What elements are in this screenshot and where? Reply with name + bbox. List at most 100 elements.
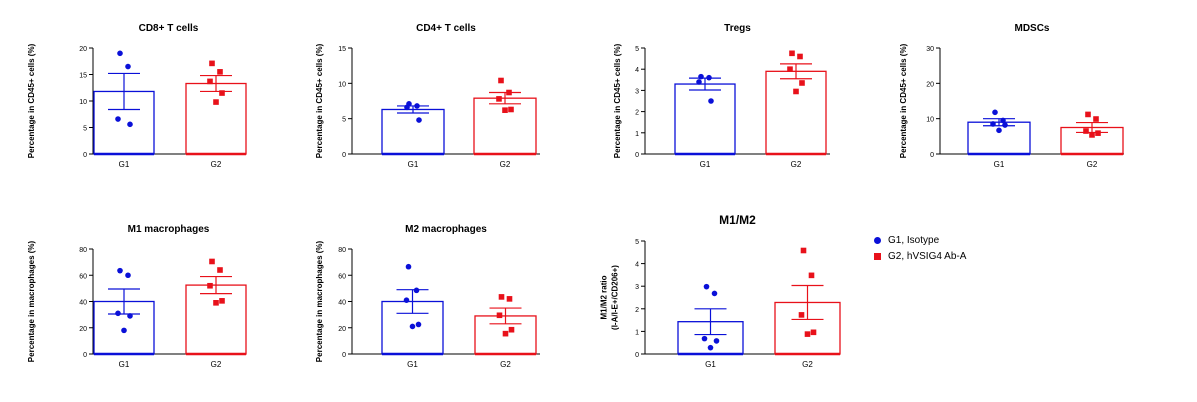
data-point-g2 <box>217 69 223 75</box>
data-point-g2 <box>217 267 223 273</box>
data-point-g2 <box>502 107 508 113</box>
data-point-g1 <box>990 121 996 127</box>
y-tick-label: 40 <box>338 300 346 307</box>
chart-panel-7: M1/M2 0 1 2 3 4 5 M1/M2 ratio (I-A/I-E+/CD206+) G… <box>600 213 841 369</box>
data-point-g2 <box>1085 111 1091 118</box>
data-point-g1 <box>703 283 710 290</box>
y-axis-label: Percentage in macrophages (%) <box>27 240 36 362</box>
y-tick-label: 5 <box>342 117 346 124</box>
data-point-g2 <box>213 300 219 306</box>
data-point-g2 <box>798 312 805 318</box>
y-tick-label: 1 <box>635 329 639 336</box>
data-point-g2 <box>496 312 503 319</box>
data-point-g2 <box>1083 128 1089 134</box>
data-point-g1 <box>416 117 422 123</box>
data-point-g1 <box>996 127 1002 134</box>
data-point-g2 <box>804 331 811 337</box>
y-axis-label: Percentage in CD45+ cells (%) <box>27 43 36 158</box>
y-tick-label: 60 <box>338 273 346 280</box>
data-point-g1 <box>696 79 702 85</box>
data-point-g1 <box>1002 122 1008 128</box>
chart-title: CD4+ T cells <box>416 23 476 34</box>
data-point-g1 <box>706 74 712 81</box>
x-tick-label: G2 <box>802 360 813 369</box>
data-point-g1 <box>414 103 420 109</box>
y-axis-label: Percentage in CD45+ cells (%) <box>613 43 622 158</box>
data-point-g2 <box>502 330 509 337</box>
y-tick-label: 20 <box>926 81 934 88</box>
y-tick-label: 20 <box>79 46 87 53</box>
y-tick-label: 80 <box>338 247 346 254</box>
legend-item-g1: G1, Isotype <box>874 232 966 248</box>
y-axis-label: (I-A/I-E+/CD206+) <box>611 265 620 330</box>
data-point-g2 <box>508 326 515 333</box>
chart-title: CD8+ T cells <box>139 23 199 34</box>
y-tick-label: 15 <box>79 73 87 80</box>
y-tick-label: 5 <box>83 126 87 133</box>
y-tick-label: 2 <box>635 307 639 314</box>
data-point-g2 <box>789 50 795 57</box>
data-point-g2 <box>209 60 215 67</box>
legend-marker-g1-icon <box>874 236 881 244</box>
y-tick-label: 10 <box>338 81 346 88</box>
chart-title: MDSCs <box>1014 23 1049 34</box>
legend-marker-g2-icon <box>874 252 881 260</box>
y-tick-label: 0 <box>635 152 639 159</box>
y-tick-label: 2 <box>635 110 639 117</box>
data-point-g1 <box>1000 117 1006 124</box>
bar-g2 <box>185 284 247 355</box>
x-tick-label: G2 <box>500 360 511 369</box>
chart-panel-6: M2 macrophages 0 20 40 60 80 Percentage in mac… <box>315 224 540 369</box>
data-point-g1 <box>701 335 708 342</box>
data-point-g2 <box>207 282 213 289</box>
data-point-g2 <box>1089 132 1095 138</box>
chart-title: M1/M2 <box>719 213 756 227</box>
chart-title: M1 macrophages <box>128 224 210 235</box>
data-point-g2 <box>506 89 512 96</box>
x-tick-label: G1 <box>119 160 130 169</box>
chart-panel-2: CD4+ T cells 0 5 10 15 Percentage in CD45+ ce… <box>315 23 540 169</box>
y-tick-label: 4 <box>635 67 639 74</box>
bar-g2 <box>185 82 247 155</box>
data-point-g2 <box>498 77 504 84</box>
y-tick-label: 40 <box>79 300 87 307</box>
data-point-g1 <box>698 73 704 80</box>
data-point-g1 <box>711 290 718 297</box>
y-tick-label: 1 <box>635 131 639 138</box>
bar-g1 <box>381 108 445 155</box>
x-tick-label: G2 <box>211 160 222 169</box>
x-tick-label: G2 <box>211 360 222 369</box>
chart-panel-5: M1 macrophages 0 20 40 60 80 Percentage in mac… <box>27 224 247 369</box>
y-tick-label: 15 <box>338 46 346 53</box>
data-point-g1 <box>127 313 133 319</box>
data-point-g2 <box>808 272 815 279</box>
y-tick-label: 0 <box>342 152 346 159</box>
bar-g2 <box>473 97 537 155</box>
data-point-g2 <box>506 296 513 302</box>
y-axis-label: Percentage in macrophages (%) <box>315 240 324 362</box>
y-tick-label: 30 <box>926 46 934 53</box>
data-point-g2 <box>219 90 225 96</box>
data-point-g2 <box>496 96 502 102</box>
bar-g1 <box>674 83 736 155</box>
data-point-g1 <box>125 63 131 70</box>
chart-panel-1: CD8+ T cells 0 5 10 15 20 Percentage in CD45+ … <box>27 23 247 169</box>
y-tick-label: 3 <box>635 284 639 291</box>
y-axis-label: M1/M2 ratio <box>600 275 609 319</box>
chart-panel-4: MDSCs 0 10 20 30 Percentage in CD45+ cells (%… <box>899 23 1124 169</box>
data-point-g2 <box>498 294 505 300</box>
data-point-g1 <box>413 287 420 294</box>
y-tick-label: 10 <box>79 99 87 106</box>
y-tick-label: 60 <box>79 273 87 280</box>
data-point-g2 <box>213 99 219 105</box>
data-point-g1 <box>117 50 123 57</box>
data-point-g1 <box>707 344 714 351</box>
data-point-g1 <box>127 121 133 128</box>
data-point-g2 <box>787 66 793 72</box>
data-point-g1 <box>403 297 410 303</box>
data-point-g1 <box>415 321 422 328</box>
data-point-g2 <box>207 78 213 85</box>
x-tick-label: G2 <box>791 160 802 169</box>
data-point-g1 <box>708 98 714 104</box>
